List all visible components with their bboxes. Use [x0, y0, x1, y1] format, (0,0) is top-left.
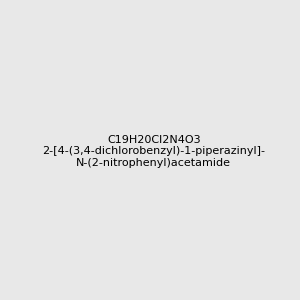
Text: C19H20Cl2N4O3
2-[4-(3,4-dichlorobenzyl)-1-piperazinyl]-
N-(2-nitrophenyl)acetami: C19H20Cl2N4O3 2-[4-(3,4-dichlorobenzyl)-… — [42, 135, 265, 168]
